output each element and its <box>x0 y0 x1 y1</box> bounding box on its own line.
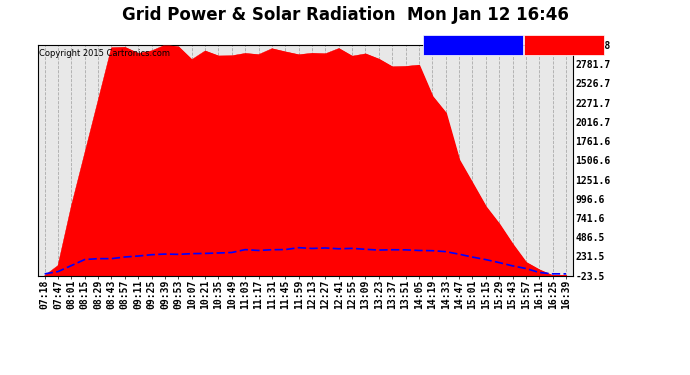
Text: Grid Power & Solar Radiation  Mon Jan 12 16:46: Grid Power & Solar Radiation Mon Jan 12 … <box>121 6 569 24</box>
Text: Radiation (w/m2): Radiation (w/m2) <box>426 40 513 49</box>
Text: Copyright 2015 Cartronics.com: Copyright 2015 Cartronics.com <box>39 49 170 58</box>
Text: Grid (AC Watts): Grid (AC Watts) <box>527 40 607 49</box>
